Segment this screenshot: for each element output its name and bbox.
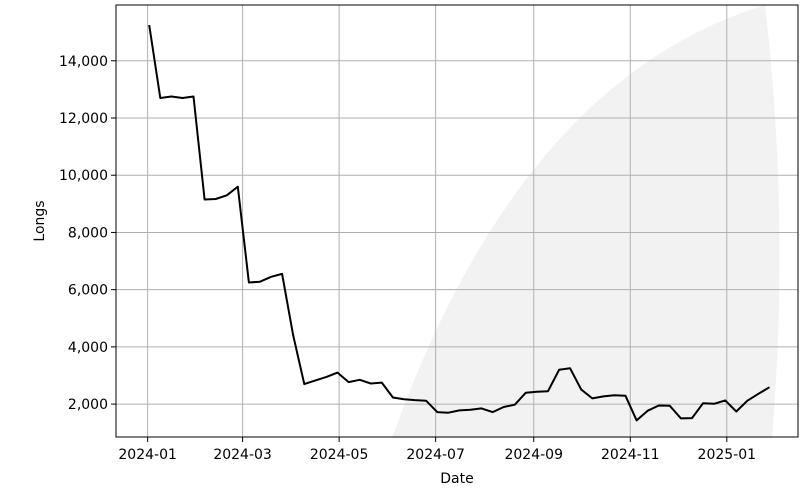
x-axis: 2024-01 2024-03 2024-05 2024-07 2024-09 2024-… xyxy=(118,437,756,463)
x-tick-label: 2025-01 xyxy=(698,447,757,463)
x-tick-label: 2024-03 xyxy=(213,447,272,463)
y-tick-label: 6,000 xyxy=(68,283,108,299)
x-tick-label: 2024-11 xyxy=(601,447,660,463)
y-tick-label: 8,000 xyxy=(68,225,108,241)
y-axis-label: Longs xyxy=(32,200,48,241)
vertical-gridlines xyxy=(147,5,728,437)
y-tick-label: 12,000 xyxy=(59,111,108,127)
horizontal-gridlines xyxy=(116,60,798,405)
y-tick-label: 10,000 xyxy=(59,168,108,184)
plot-frame xyxy=(115,4,799,438)
x-tick-label: 2024-01 xyxy=(118,447,177,463)
series-line xyxy=(148,24,771,422)
x-tick-label: 2024-07 xyxy=(406,447,465,463)
y-axis: 2,000 4,000 6,000 8,000 10,000 12,000 14,000 xyxy=(59,54,116,413)
x-tick-label: 2024-09 xyxy=(504,447,563,463)
y-tick-label: 4,000 xyxy=(68,340,108,356)
x-tick-label: 2024-05 xyxy=(310,447,369,463)
y-tick-label: 2,000 xyxy=(68,397,108,413)
x-axis-label: Date xyxy=(440,471,473,487)
y-tick-label: 14,000 xyxy=(59,54,108,70)
watermark-shape xyxy=(392,5,780,438)
